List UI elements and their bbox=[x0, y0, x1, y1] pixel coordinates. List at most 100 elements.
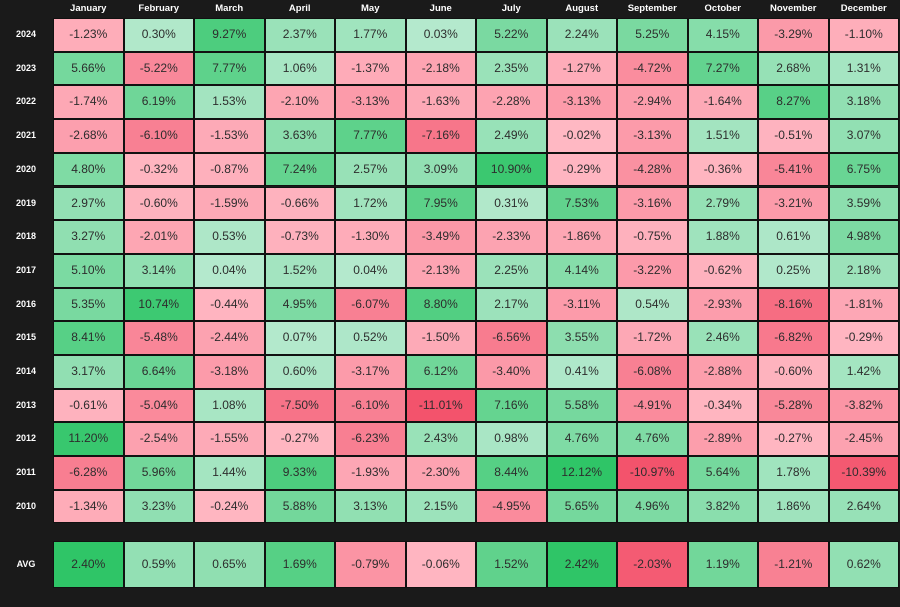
heatmap-cell: 0.31% bbox=[476, 186, 547, 221]
heatmap-cell: 3.09% bbox=[405, 152, 476, 187]
heatmap-cell: 0.30% bbox=[123, 18, 194, 52]
column-header: September bbox=[627, 3, 677, 14]
heatmap-cell: -0.27% bbox=[758, 422, 829, 457]
row-label: 2023 bbox=[15, 62, 37, 73]
heatmap-cell: -7.50% bbox=[264, 388, 335, 423]
heatmap-cell: -2.54% bbox=[123, 422, 194, 457]
heatmap-cell: 7.95% bbox=[405, 186, 476, 221]
heatmap-cell: 1.78% bbox=[758, 456, 829, 490]
heatmap-cell: -1.30% bbox=[335, 220, 406, 254]
column-header: June bbox=[429, 3, 452, 14]
avg-cell: -1.21% bbox=[758, 541, 829, 588]
heatmap-cell: 3.59% bbox=[828, 186, 899, 221]
heatmap-cell: 10.90% bbox=[476, 152, 547, 187]
heatmap-cell: 2.79% bbox=[687, 186, 758, 221]
heatmap-cell: -10.97% bbox=[617, 456, 688, 490]
heatmap-cell: 4.98% bbox=[828, 220, 899, 254]
heatmap-cell: -0.44% bbox=[194, 287, 265, 322]
heatmap-cell: -2.89% bbox=[687, 422, 758, 457]
heatmap-cell: -3.29% bbox=[758, 18, 829, 52]
heatmap-cell: -6.08% bbox=[617, 355, 688, 389]
heatmap-cell: 0.61% bbox=[758, 220, 829, 254]
heatmap-cell: -0.61% bbox=[53, 388, 124, 423]
heatmap-cell: -1.93% bbox=[335, 456, 406, 490]
heatmap-cell: 7.53% bbox=[546, 186, 617, 221]
heatmap-cell: -3.82% bbox=[828, 388, 899, 423]
heatmap-cell: 9.27% bbox=[194, 18, 265, 52]
heatmap-cell: -4.72% bbox=[617, 51, 688, 86]
row-label: 2017 bbox=[15, 264, 37, 275]
column-header: November bbox=[770, 3, 817, 14]
heatmap-cell: 0.60% bbox=[264, 355, 335, 389]
heatmap-cell: 3.63% bbox=[264, 119, 335, 153]
heatmap-cell: 1.53% bbox=[194, 85, 265, 120]
heatmap-cell: 3.18% bbox=[828, 85, 899, 120]
heatmap-cell: 2.97% bbox=[53, 186, 124, 221]
heatmap-cell: -2.30% bbox=[405, 456, 476, 490]
heatmap-cell: 3.82% bbox=[687, 489, 758, 524]
column-header: February bbox=[138, 3, 180, 14]
heatmap-cell: -3.18% bbox=[194, 355, 265, 389]
heatmap-cell: 5.88% bbox=[264, 489, 335, 524]
heatmap-cell: -1.86% bbox=[546, 220, 617, 254]
heatmap-cell: 5.64% bbox=[687, 456, 758, 490]
heatmap-cell: -6.82% bbox=[758, 321, 829, 355]
heatmap-cell: -0.24% bbox=[194, 489, 265, 524]
heatmap-cell: 3.17% bbox=[53, 355, 124, 389]
heatmap-cell: -4.91% bbox=[617, 388, 688, 423]
heatmap-cell: -1.81% bbox=[828, 287, 899, 322]
heatmap-cell: -1.59% bbox=[194, 186, 265, 221]
heatmap-cell: -7.16% bbox=[405, 119, 476, 153]
heatmap-cell: 2.43% bbox=[405, 422, 476, 457]
heatmap-cell: 2.64% bbox=[828, 489, 899, 524]
heatmap-cell: -0.87% bbox=[194, 152, 265, 187]
row-label: 2011 bbox=[16, 467, 36, 478]
heatmap-cell: -1.10% bbox=[828, 18, 899, 52]
heatmap-cell: 3.55% bbox=[546, 321, 617, 355]
heatmap-cell: 4.14% bbox=[546, 253, 617, 288]
heatmap-cell: 0.98% bbox=[476, 422, 547, 457]
heatmap-cell: -0.75% bbox=[617, 220, 688, 254]
heatmap-cell: -3.13% bbox=[617, 119, 688, 153]
heatmap-cell: 1.06% bbox=[264, 51, 335, 86]
heatmap-cell: -2.28% bbox=[476, 85, 547, 120]
heatmap-cell: 6.64% bbox=[123, 355, 194, 389]
avg-cell: -0.79% bbox=[335, 541, 406, 588]
heatmap-cell: -1.53% bbox=[194, 119, 265, 153]
heatmap-cell: -3.16% bbox=[617, 186, 688, 221]
heatmap-cell: -2.45% bbox=[828, 422, 899, 457]
heatmap-cell: 8.27% bbox=[758, 85, 829, 120]
heatmap-cell: -1.55% bbox=[194, 422, 265, 457]
heatmap-cell: -3.13% bbox=[335, 85, 406, 120]
heatmap-cell: 8.44% bbox=[476, 456, 547, 490]
heatmap-cell: -0.29% bbox=[546, 152, 617, 187]
heatmap-cell: 0.03% bbox=[405, 18, 476, 52]
column-header: July bbox=[501, 3, 521, 14]
heatmap-cell: 5.65% bbox=[546, 489, 617, 524]
heatmap-cell: 5.58% bbox=[546, 388, 617, 423]
column-header: December bbox=[840, 3, 887, 14]
column-header: October bbox=[704, 3, 741, 14]
heatmap-cell: -2.33% bbox=[476, 220, 547, 254]
heatmap-cell: 4.80% bbox=[53, 152, 124, 187]
heatmap-cell: 1.72% bbox=[335, 186, 406, 221]
avg-cell: 2.42% bbox=[546, 541, 617, 588]
heatmap-cell: 2.24% bbox=[546, 18, 617, 52]
heatmap-cell: 8.80% bbox=[405, 287, 476, 322]
heatmap-cell: -5.04% bbox=[123, 388, 194, 423]
heatmap-cell: 2.68% bbox=[758, 51, 829, 86]
heatmap-cell: -0.51% bbox=[758, 119, 829, 153]
avg-cell: 0.59% bbox=[123, 541, 194, 588]
heatmap-cell: -10.39% bbox=[828, 456, 899, 490]
heatmap-cell: 7.27% bbox=[687, 51, 758, 86]
heatmap-cell: 0.25% bbox=[758, 253, 829, 288]
avg-row-label: AVG bbox=[16, 559, 36, 569]
heatmap-cell: 7.24% bbox=[264, 152, 335, 187]
heatmap-cell: 7.77% bbox=[194, 51, 265, 86]
heatmap-cell: -0.34% bbox=[687, 388, 758, 423]
heatmap-cell: -0.29% bbox=[828, 321, 899, 355]
heatmap-cell: -5.41% bbox=[758, 152, 829, 187]
heatmap-cell: 3.07% bbox=[828, 119, 899, 153]
heatmap-cell: 0.53% bbox=[194, 220, 265, 254]
avg-cell: -2.03% bbox=[617, 541, 688, 588]
